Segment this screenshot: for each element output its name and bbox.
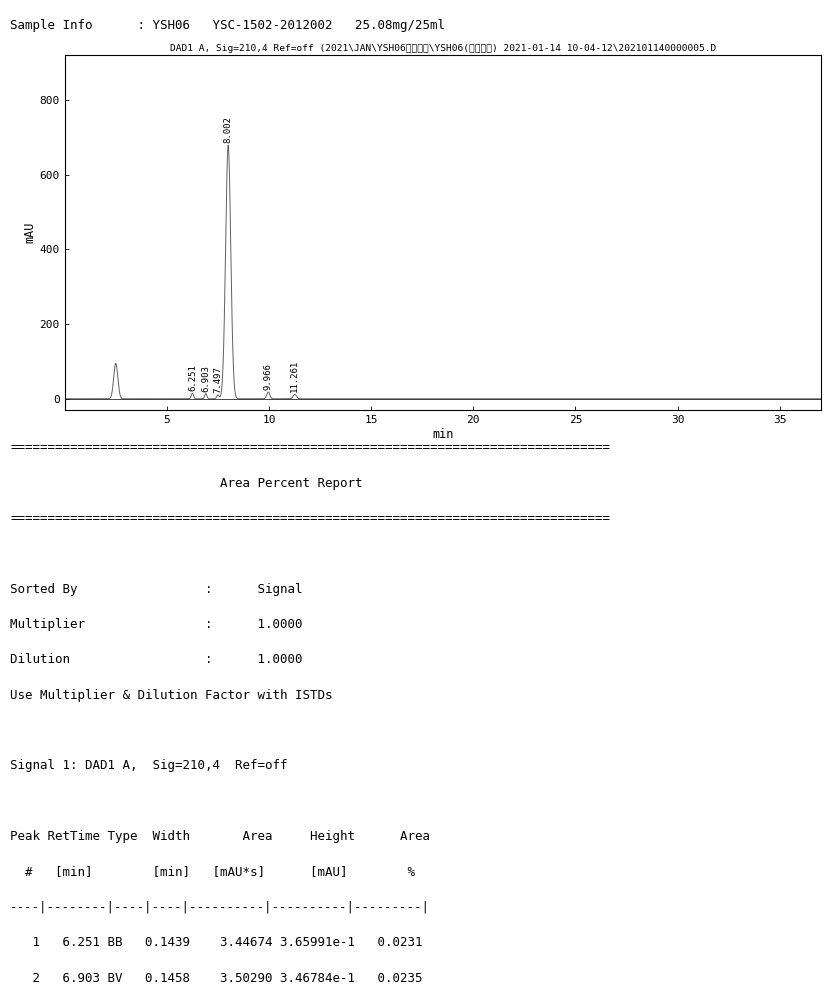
Text: 2   6.903 BV   0.1458    3.50290 3.46784e-1   0.0235: 2 6.903 BV 0.1458 3.50290 3.46784e-1 0.0… <box>10 972 423 984</box>
Text: #   [min]        [min]   [mAU*s]      [mAU]        %: # [min] [min] [mAU*s] [mAU] % <box>10 865 415 878</box>
Text: Use Multiplier & Dilution Factor with ISTDs: Use Multiplier & Dilution Factor with IS… <box>10 689 333 702</box>
Title: DAD1 A, Sig=210,4 Ref=off (2021\JAN\YSH06有关物质\YSH06(相关物质) 2021-01-14 10-04-12\20: DAD1 A, Sig=210,4 Ref=off (2021\JAN\YSH0… <box>170 44 716 53</box>
Text: 6.251: 6.251 <box>188 364 197 391</box>
Text: Peak RetTime Type  Width       Area     Height      Area: Peak RetTime Type Width Area Height Area <box>10 830 430 843</box>
Text: 11.261: 11.261 <box>291 360 299 392</box>
Text: Area Percent Report: Area Percent Report <box>10 477 363 490</box>
X-axis label: min: min <box>432 428 454 441</box>
Text: 1   6.251 BB   0.1439    3.44674 3.65991e-1   0.0231: 1 6.251 BB 0.1439 3.44674 3.65991e-1 0.0… <box>10 936 423 949</box>
Y-axis label: mAU: mAU <box>24 222 37 243</box>
Text: 9.966: 9.966 <box>264 363 273 390</box>
Text: Sample Info      : YSH06   YSC-1502-2012002   25.08mg/25ml: Sample Info : YSH06 YSC-1502-2012002 25.… <box>10 18 445 31</box>
Text: Signal 1: DAD1 A,  Sig=210,4  Ref=off: Signal 1: DAD1 A, Sig=210,4 Ref=off <box>10 759 287 772</box>
Text: ================================================================================: ========================================… <box>10 512 610 525</box>
Text: 7.497: 7.497 <box>213 366 223 393</box>
Text: ----|--------|----|----|----------|----------|---------|: ----|--------|----|----|----------|-----… <box>10 901 430 914</box>
Text: 6.903: 6.903 <box>202 365 210 392</box>
Text: 8.002: 8.002 <box>223 116 233 143</box>
Text: ================================================================================: ========================================… <box>10 441 610 454</box>
Text: Multiplier                :      1.0000: Multiplier : 1.0000 <box>10 618 302 631</box>
Text: Dilution                  :      1.0000: Dilution : 1.0000 <box>10 653 302 666</box>
Text: Sorted By                 :      Signal: Sorted By : Signal <box>10 583 302 596</box>
